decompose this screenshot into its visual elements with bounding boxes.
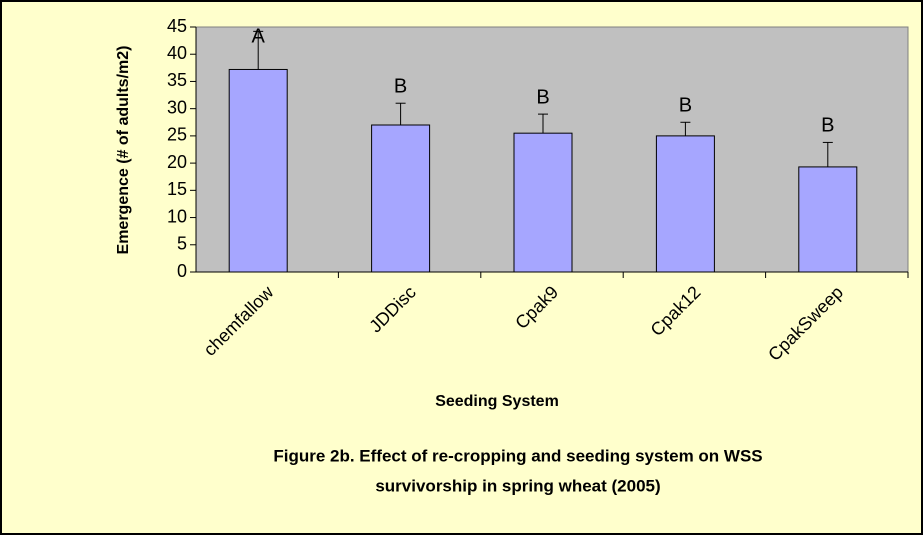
y-tick-label: 25 — [167, 125, 187, 145]
significance-letter: A — [252, 25, 266, 47]
significance-letter: B — [679, 95, 692, 117]
bar — [513, 132, 573, 273]
significance-letter: B — [536, 86, 549, 108]
significance-letter: B — [821, 115, 834, 137]
caption-line: survivorship in spring wheat (2005) — [375, 476, 660, 495]
y-tick-label: 10 — [167, 206, 187, 226]
y-tick-label: 35 — [167, 70, 187, 90]
y-tick-label: 20 — [167, 152, 187, 172]
x-axis-title: Seeding System — [435, 393, 559, 410]
bar — [655, 135, 715, 273]
significance-letter: B — [394, 76, 407, 98]
bar — [798, 166, 858, 273]
bar — [228, 68, 288, 273]
y-tick-label: 5 — [177, 234, 187, 254]
y-tick-label: 0 — [177, 261, 187, 281]
y-tick-label: 40 — [167, 43, 187, 63]
y-tick-label: 30 — [167, 97, 187, 117]
y-axis-title: Emergence (# of adults/m2) — [115, 46, 132, 255]
y-tick-label: 45 — [167, 16, 187, 36]
y-tick-label: 15 — [167, 179, 187, 199]
bar — [371, 124, 431, 273]
caption-line: Figure 2b. Effect of re-cropping and see… — [273, 446, 762, 465]
